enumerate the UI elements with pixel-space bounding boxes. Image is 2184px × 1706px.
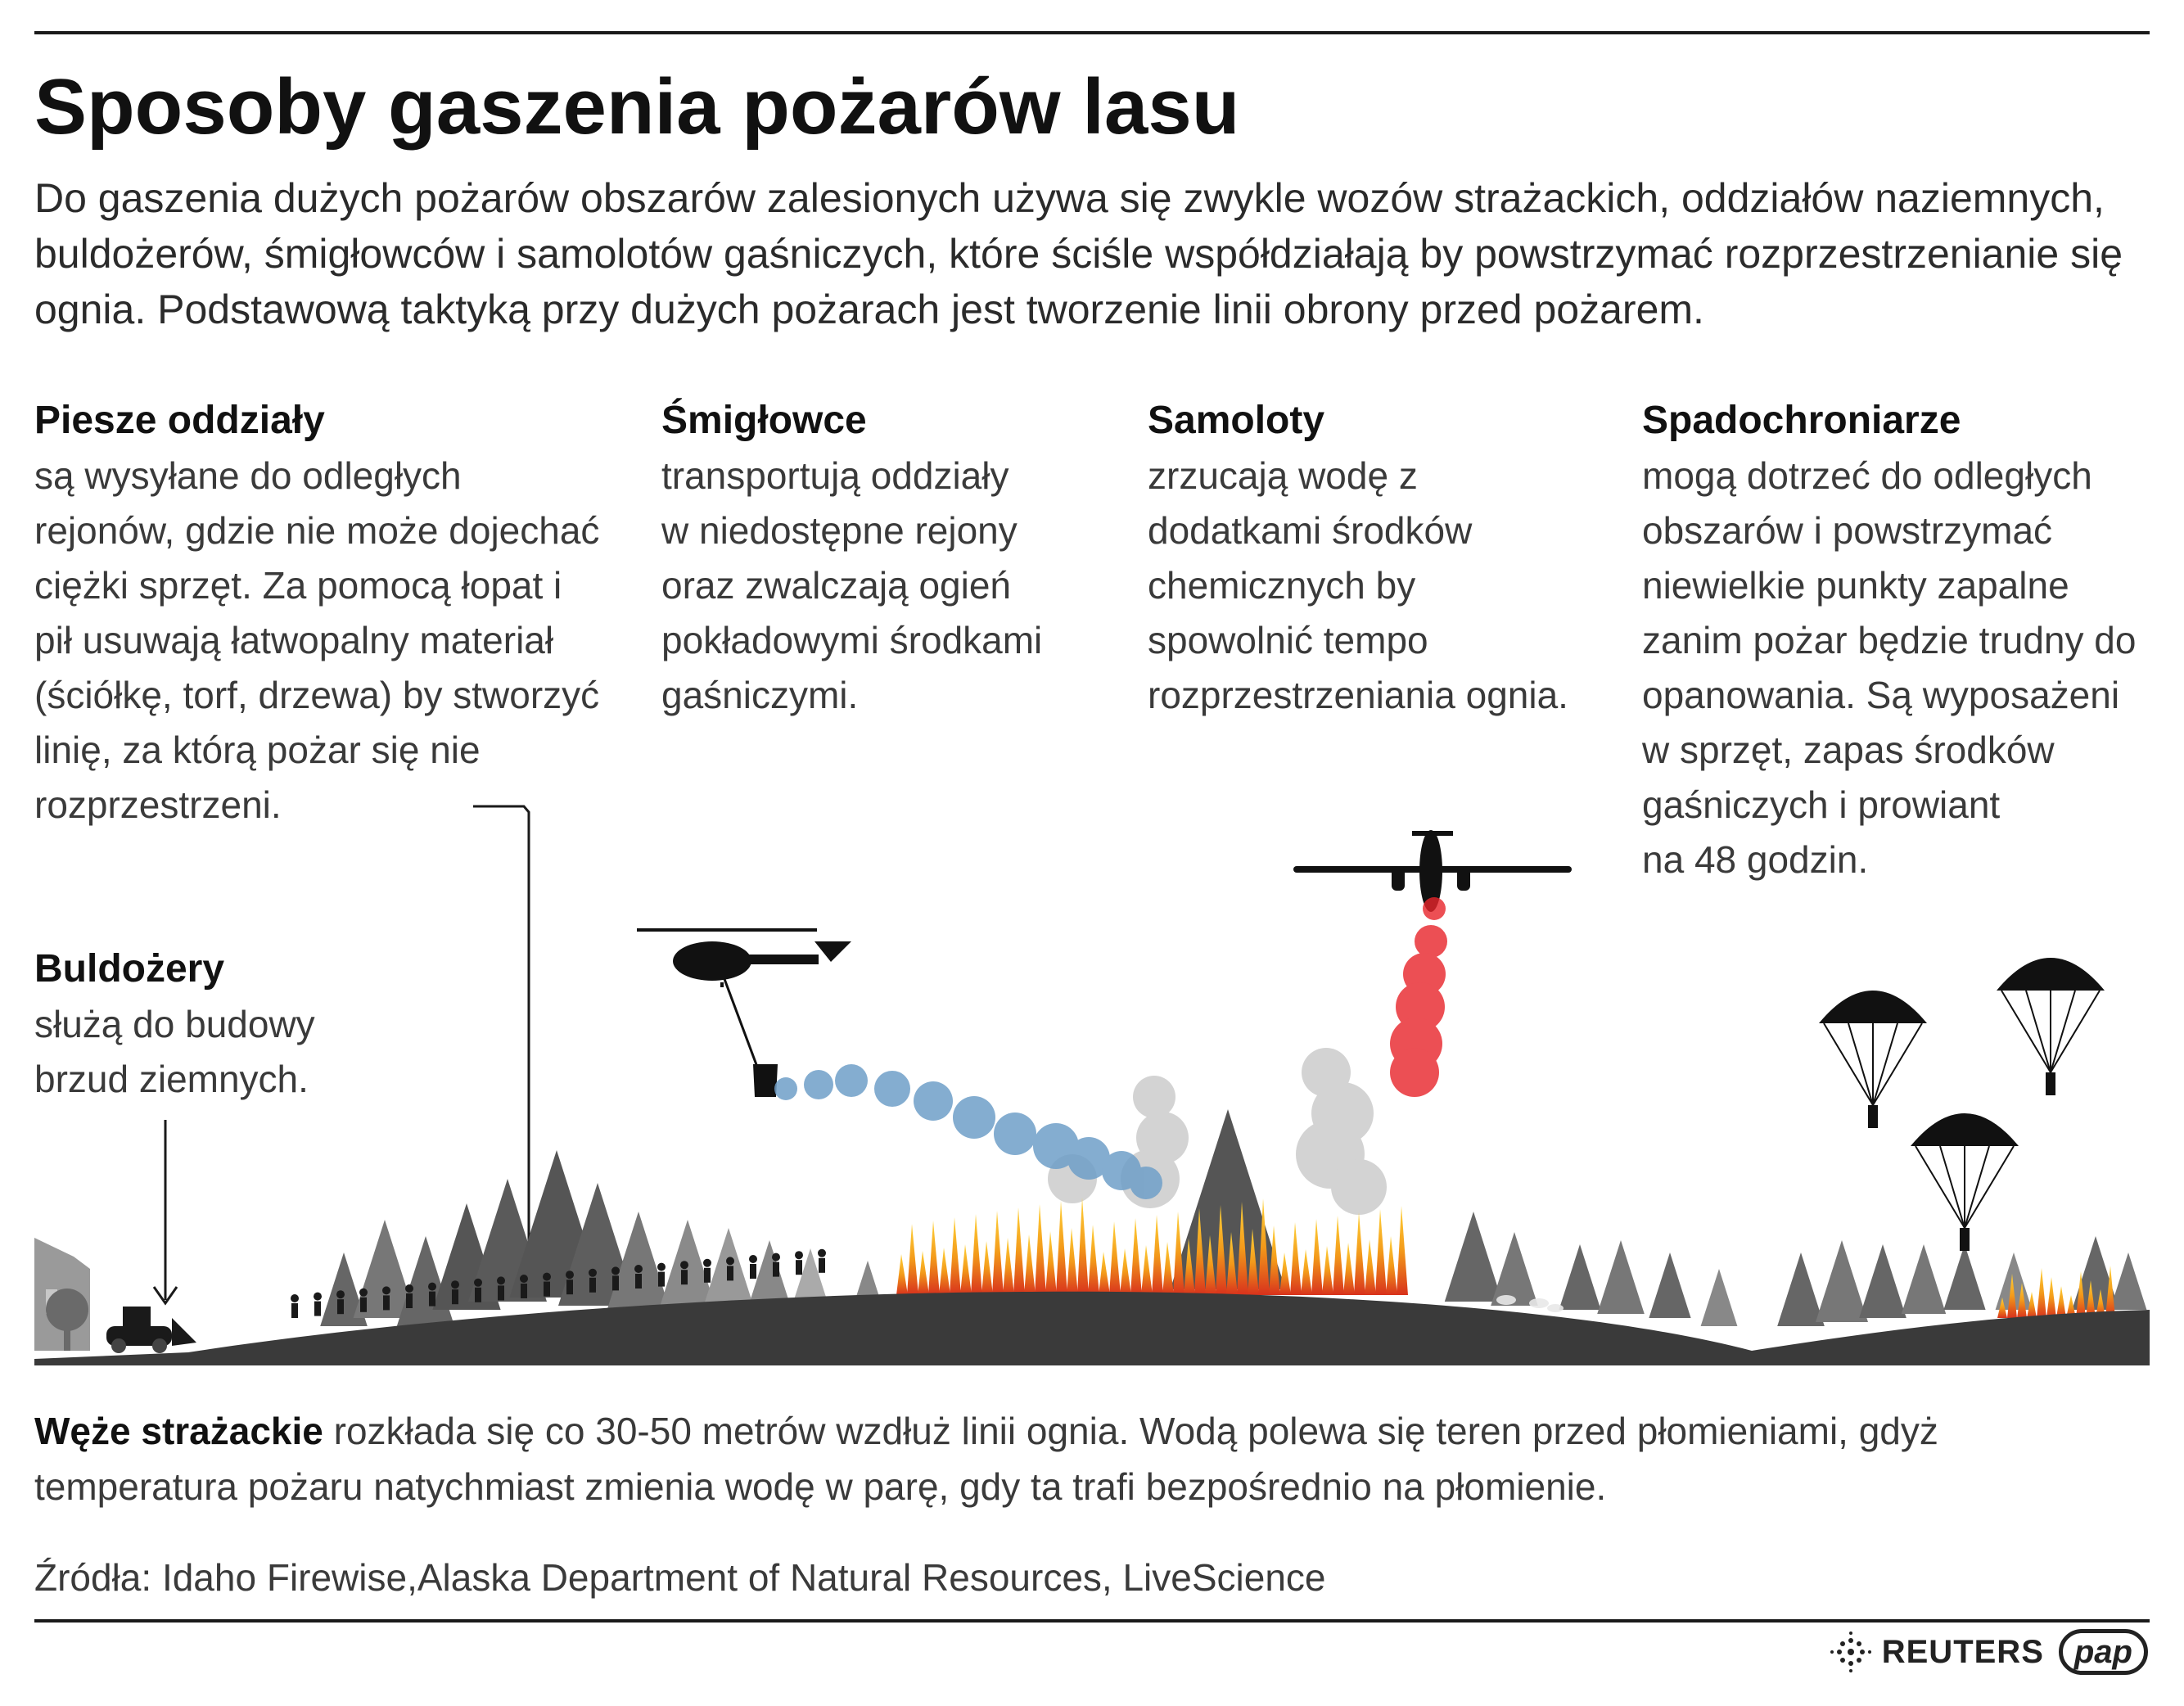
fire-icon	[896, 1198, 1408, 1295]
hoses-text: Węże strażackie rozkłada się co 30-50 me…	[34, 1403, 2130, 1514]
callout-buldozery	[152, 1120, 178, 1306]
footer-logos: REUTERS pap	[1830, 1629, 2148, 1675]
section-smiglowce-heading: Śmigłowce	[661, 399, 867, 442]
section-piesze-body: są wysyłane do odległych rejonów, gdzie …	[34, 454, 600, 826]
hoses-heading: Węże strażackie	[34, 1410, 323, 1452]
sources-text: Źródła: Idaho Firewise,Alaska Department…	[34, 1556, 1326, 1599]
section-samoloty: Samoloty zrzucają wodę z dodatkami środk…	[1148, 395, 1606, 723]
section-buldozery: Buldożery służą do budowy brzud ziemnych…	[34, 943, 315, 1107]
section-buldozery-body: służą do budowy brzud ziemnych.	[34, 1003, 315, 1100]
section-piesze-heading: Piesze oddziały	[34, 399, 325, 442]
firefighter-icon	[291, 1248, 826, 1318]
section-spadochroniarze-heading: Spadochroniarze	[1642, 399, 1961, 442]
ground-hill	[34, 1291, 2150, 1365]
illustration-scene	[34, 805, 2150, 1365]
bulldozer-icon	[106, 1307, 196, 1353]
section-samoloty-heading: Samoloty	[1148, 399, 1325, 442]
airplane-icon	[1293, 830, 1572, 912]
tree-icon	[46, 1289, 88, 1351]
parachute-icon	[1819, 958, 2105, 1251]
top-rule	[34, 31, 2150, 34]
pap-logo: pap	[2058, 1629, 2148, 1675]
retardant-trail	[1390, 897, 1447, 1097]
section-spadochroniarze: Spadochroniarze mogą dotrzeć do odległyc…	[1642, 395, 2166, 887]
water-trail	[774, 1064, 1162, 1199]
section-spadochroniarze-body: mogą dotrzeć do odległych obszarów i pow…	[1642, 454, 2137, 881]
section-smiglowce-body: transportują oddziały w niedostępne rejo…	[661, 454, 1043, 716]
reuters-logo-icon	[1830, 1632, 1871, 1672]
section-piesze: Piesze oddziały są wysyłane do odległych…	[34, 395, 624, 833]
fire-small-icon	[1997, 1266, 2115, 1318]
section-buldozery-heading: Buldożery	[34, 947, 225, 991]
section-samoloty-body: zrzucają wodę z dodatkami środków chemic…	[1148, 454, 1568, 716]
bottom-rule	[34, 1619, 2150, 1623]
forest-background	[320, 1109, 2147, 1326]
intro-text: Do gaszenia dużych pożarów obszarów zale…	[34, 175, 2123, 332]
reuters-label: REUTERS	[1881, 1633, 2044, 1670]
reuters-logo: REUTERS	[1830, 1631, 2044, 1673]
deer-icon	[1496, 1295, 1564, 1312]
section-smiglowce: Śmigłowce transportują oddziały w niedos…	[661, 395, 1087, 723]
page-title: Sposoby gaszenia pożarów lasu	[34, 63, 1240, 151]
helicopter-icon	[637, 928, 851, 1097]
hoses-body: rozkłada się co 30-50 metrów wzdłuż lini…	[34, 1410, 1938, 1508]
